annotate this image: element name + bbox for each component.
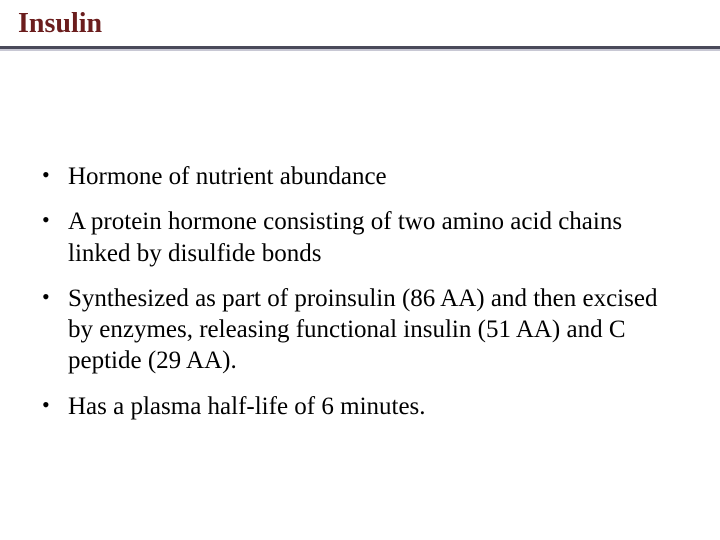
bullet-icon: • xyxy=(40,283,68,311)
list-item: • A protein hormone consisting of two am… xyxy=(40,206,680,269)
bullet-text: Synthesized as part of proinsulin (86 AA… xyxy=(68,283,680,377)
slide-title: Insulin xyxy=(18,8,702,40)
bullet-icon: • xyxy=(40,161,68,189)
list-item: • Has a plasma half-life of 6 minutes. xyxy=(40,391,680,422)
bullet-icon: • xyxy=(40,391,68,419)
list-item: • Hormone of nutrient abundance xyxy=(40,161,680,192)
bullet-text: A protein hormone consisting of two amin… xyxy=(68,206,680,269)
bullet-icon: • xyxy=(40,206,68,234)
bullet-text: Has a plasma half-life of 6 minutes. xyxy=(68,391,680,422)
list-item: • Synthesized as part of proinsulin (86 … xyxy=(40,283,680,377)
bullet-text: Hormone of nutrient abundance xyxy=(68,161,680,192)
bullet-list: • Hormone of nutrient abundance • A prot… xyxy=(40,161,680,422)
slide: Insulin • Hormone of nutrient abundance … xyxy=(0,0,720,540)
content-area: • Hormone of nutrient abundance • A prot… xyxy=(0,51,720,422)
title-block: Insulin xyxy=(0,0,720,44)
